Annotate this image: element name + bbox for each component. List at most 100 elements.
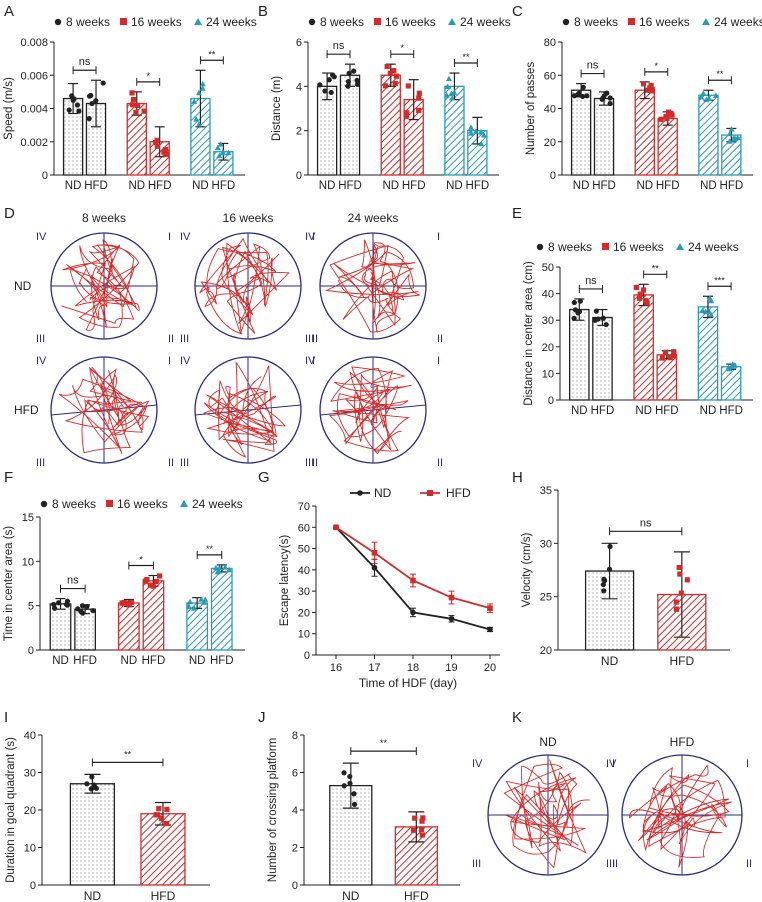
legend-marker-8w (54, 18, 62, 26)
data-point (130, 102, 136, 108)
data-point (93, 98, 99, 104)
chart-F-y-tick-label: 0 (28, 645, 34, 657)
chart-H: 20 25 30 35 Velocity (cm/s) ND HFD ns (521, 485, 730, 668)
movement-track (328, 366, 412, 455)
x-tick-label: ND (571, 405, 588, 417)
x-tick-label: ND (635, 405, 652, 417)
data-point (193, 116, 200, 122)
data-point (699, 307, 706, 314)
quadrant-label: III (36, 333, 45, 345)
data-point (703, 96, 710, 103)
chart-I-y-tick-label: 10 (24, 843, 36, 855)
chart-F-y-tick-label: 10 (22, 556, 34, 568)
chart-I: 0 10 20 30 40 Duration in goal quadrant (s) ND… (5, 730, 210, 902)
data-point (726, 130, 733, 137)
data-point (637, 291, 643, 297)
track-D-1-0 (50, 356, 158, 464)
data-point (571, 315, 577, 321)
data-point (684, 577, 690, 583)
x-tick-label: HFD (591, 405, 615, 417)
chart-G-y-tick-label: 10 (298, 629, 310, 641)
track-col-label: 8 weeks (82, 211, 126, 225)
data-point (226, 566, 233, 573)
data-point (164, 806, 170, 813)
data-point (607, 100, 613, 107)
data-point (416, 90, 422, 96)
legend-marker-24w (448, 18, 456, 25)
legend-label-24w: 24 weeks (192, 497, 243, 511)
bar (186, 602, 209, 651)
data-point (403, 113, 409, 119)
movement-track (629, 764, 732, 868)
series-line-HFD (335, 526, 491, 610)
x-tick-label: HFD (151, 889, 176, 902)
data-point (405, 83, 411, 89)
quadrant-label: II (168, 333, 174, 345)
data-point (317, 82, 323, 88)
data-point (158, 816, 165, 822)
data-point (217, 141, 224, 147)
quadrant-label: I (312, 231, 315, 243)
quadrant-label: II (437, 457, 443, 469)
sig-label: * (400, 43, 404, 53)
track-row-label: HFD (14, 403, 39, 417)
data-point (673, 606, 680, 612)
bar (117, 602, 140, 651)
track-K-title: HFD (670, 735, 695, 749)
data-point (51, 601, 57, 608)
chart-A-y-tick-label: 0.002 (20, 137, 48, 149)
x-tick-label: ND (636, 180, 653, 192)
data-point (326, 77, 332, 83)
data-point (153, 812, 159, 818)
data-point (330, 72, 336, 78)
bar (569, 308, 590, 401)
data-point (212, 564, 219, 571)
movement-track (503, 759, 590, 869)
bar (657, 117, 678, 176)
data-point (79, 603, 86, 609)
track-K-1 (621, 754, 743, 876)
quadrant-label: III (472, 858, 481, 870)
legend-marker-8w (308, 18, 316, 26)
chart-G: 0 10 20 30 40 50 60 70 Escape latency(s) 16 17 18 19… (279, 486, 500, 690)
quadrant-label: I (312, 355, 315, 367)
quadrant-label: III (36, 457, 45, 469)
data-point (130, 96, 137, 103)
quadrant-label: I (437, 355, 440, 367)
sig-label: ** (462, 52, 470, 62)
data-point (603, 321, 609, 328)
panel-letter-H: H (512, 469, 523, 486)
x-tick-label: ND (601, 654, 619, 668)
data-point (473, 128, 480, 134)
data-point (478, 140, 485, 147)
data-point (195, 89, 202, 96)
legend-label-24w: 24 weeks (714, 15, 762, 29)
track-K-title: ND (539, 735, 557, 749)
data-point (153, 578, 159, 585)
x-tick-label: HFD (592, 180, 616, 192)
data-point (602, 577, 608, 584)
chart-G-y-tick-label: 50 (298, 544, 310, 556)
data-point (341, 783, 347, 789)
track-col-label: 24 weeks (348, 211, 399, 225)
legend-marker-16w (120, 18, 127, 25)
data-point (86, 115, 92, 122)
track-K-0 (487, 754, 609, 876)
movement-track (199, 237, 290, 335)
data-point (728, 125, 735, 132)
chart-F-y-label: Time in center area (s) (3, 526, 15, 641)
x-tick-label: ND (382, 180, 399, 192)
data-point (84, 781, 90, 787)
data-point (191, 98, 198, 104)
sig-label: ns (333, 40, 345, 52)
data-point (214, 144, 221, 151)
data-point (371, 564, 378, 571)
data-point (728, 363, 735, 370)
data-point (576, 309, 583, 315)
quadrant-label: IV (305, 231, 316, 243)
x-tick-label: ND (319, 180, 336, 192)
data-point (88, 786, 94, 792)
data-point (345, 78, 351, 85)
data-point (75, 606, 81, 612)
data-point (129, 90, 135, 96)
